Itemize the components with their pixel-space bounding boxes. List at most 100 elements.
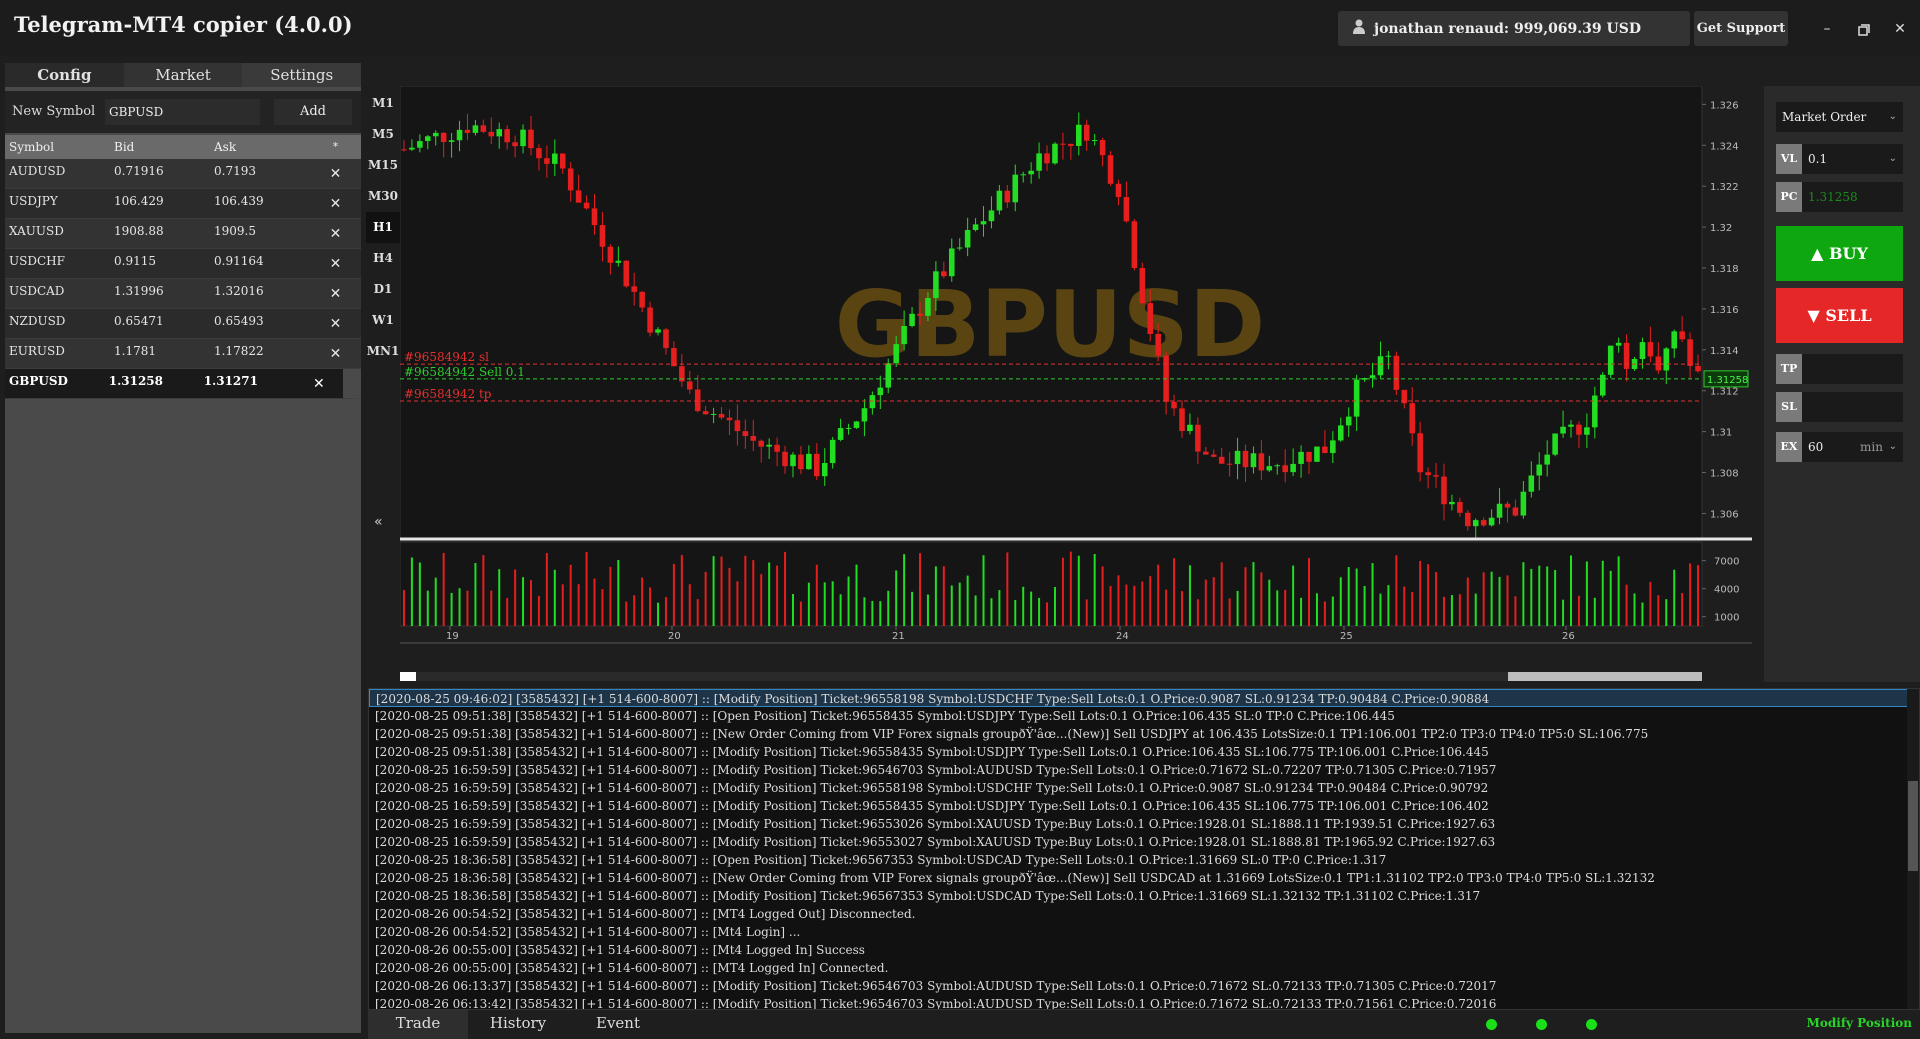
candle-body	[1210, 454, 1217, 457]
header-symbol[interactable]: Symbol	[9, 140, 55, 154]
title-bar: Telegram-MT4 copier (4.0.0) jonathan ren…	[0, 0, 1920, 56]
log-scrollbar[interactable]	[1907, 689, 1919, 1009]
remove-icon[interactable]: ✕	[329, 226, 342, 242]
candle-body	[1425, 472, 1431, 476]
candle-body	[1520, 491, 1527, 516]
candle-body	[1203, 451, 1209, 455]
volume-label: VL	[1776, 144, 1802, 174]
remove-icon[interactable]: ✕	[329, 346, 342, 362]
timeframe-m1[interactable]: M1	[372, 96, 394, 110]
candle-body	[909, 313, 915, 327]
candle-body	[480, 125, 487, 132]
remove-icon[interactable]: ✕	[329, 196, 342, 212]
volume-tick-label: 1000	[1714, 613, 1739, 624]
price-chart[interactable]: GBPUSD 1.326 1.324 1.322 1.32 1.318 1.316 1.314…	[400, 86, 1762, 682]
remove-icon[interactable]: ✕	[312, 376, 325, 392]
log-line[interactable]: [2020-08-25 09:51:38] [3585432] [+1 514-…	[375, 709, 1395, 723]
log-line[interactable]: [2020-08-25 16:59:59] [3585432] [+1 514-…	[375, 781, 1489, 795]
candle-body	[964, 229, 971, 248]
timeframe-h4[interactable]: H4	[373, 251, 393, 265]
timeframe-d1[interactable]: D1	[373, 282, 393, 296]
take-profit-field[interactable]: TP	[1776, 354, 1903, 384]
price-tick-label: 1.322	[1710, 182, 1739, 193]
timeframe-mn1[interactable]: MN1	[366, 344, 400, 358]
tab-history[interactable]: History	[489, 1014, 547, 1032]
remove-icon[interactable]: ✕	[329, 256, 342, 272]
header-bid[interactable]: Bid	[114, 140, 135, 154]
remove-icon[interactable]: ✕	[329, 166, 342, 182]
tab-event[interactable]: Event	[596, 1014, 640, 1032]
log-line[interactable]: [2020-08-25 16:59:59] [3585432] [+1 514-…	[375, 817, 1496, 831]
log-line[interactable]: [2020-08-25 16:59:59] [3585432] [+1 514-…	[375, 763, 1497, 777]
candle-body	[583, 202, 590, 209]
volume-tick-label: 7000	[1714, 557, 1739, 568]
close-icon[interactable]: ✕	[1894, 21, 1906, 37]
candle-body	[933, 271, 939, 299]
candle-body	[893, 344, 899, 364]
log-line[interactable]: [2020-08-26 00:55:00] [3585432] [+1 514-…	[375, 961, 889, 975]
tab-market[interactable]: Market	[123, 63, 243, 87]
remove-icon[interactable]: ✕	[329, 286, 342, 302]
candle-body	[1076, 124, 1082, 146]
log-line[interactable]: [2020-08-25 16:59:59] [3585432] [+1 514-…	[375, 835, 1496, 849]
candle-body	[718, 413, 725, 418]
log-line[interactable]: [2020-08-26 00:55:00] [3585432] [+1 514-…	[375, 943, 865, 957]
chart-scrollbar	[400, 672, 1702, 681]
event-log[interactable]: [2020-08-25 09:46:02] [3585432] [+1 514-…	[368, 688, 1920, 1010]
timeframe-m15[interactable]: M15	[368, 158, 398, 172]
minimize-icon[interactable]: –	[1823, 21, 1831, 37]
candle-body	[1147, 303, 1154, 334]
restore-icon[interactable]	[1852, 18, 1876, 42]
order-type-select[interactable]: Market Order ⌄	[1776, 102, 1903, 132]
header-ask[interactable]: Ask	[214, 140, 237, 154]
log-scroll-thumb[interactable]	[1908, 781, 1918, 871]
symbol-row[interactable]: USDCAD 1.31996 1.32016 ✕	[5, 279, 361, 309]
candle-body	[1385, 355, 1392, 357]
add-symbol-button[interactable]: Add	[274, 99, 352, 125]
log-line[interactable]: [2020-08-25 09:51:38] [3585432] [+1 514-…	[375, 727, 1649, 741]
log-line[interactable]: [2020-08-25 18:36:58] [3585432] [+1 514-…	[375, 889, 1481, 903]
take-profit-label: TP	[1776, 354, 1802, 384]
symbol-row[interactable]: USDJPY 106.429 106.439 ✕	[5, 189, 361, 219]
log-line[interactable]: [2020-08-26 06:13:37] [3585432] [+1 514-…	[375, 979, 1497, 993]
log-line[interactable]: [2020-08-25 18:36:58] [3585432] [+1 514-…	[375, 853, 1387, 867]
price-field[interactable]: PC 1.31258	[1776, 182, 1903, 212]
candle-body	[1107, 155, 1114, 184]
remove-icon[interactable]: ✕	[329, 316, 342, 332]
log-line[interactable]: [2020-08-25 09:46:02] [3585432] [+1 514-…	[369, 689, 1919, 707]
get-support-button[interactable]: Get Support	[1694, 11, 1788, 46]
timeframe-h1[interactable]: H1	[366, 212, 400, 243]
tab-trade[interactable]: Trade	[368, 1010, 468, 1039]
symbol-row[interactable]: XAUUSD 1908.88 1909.5 ✕	[5, 219, 361, 249]
candle-body	[1266, 466, 1273, 471]
log-line[interactable]: [2020-08-26 00:54:52] [3585432] [+1 514-…	[375, 925, 801, 939]
symbol-row[interactable]: NZDUSD 0.65471 0.65493 ✕	[5, 309, 361, 339]
log-line[interactable]: [2020-08-25 18:36:58] [3585432] [+1 514-…	[375, 871, 1655, 885]
tab-config[interactable]: Config	[5, 63, 124, 87]
tab-settings[interactable]: Settings	[270, 66, 334, 84]
new-symbol-input[interactable]	[105, 99, 260, 125]
log-line[interactable]: [2020-08-26 06:13:42] [3585432] [+1 514-…	[375, 997, 1497, 1010]
candle-body	[432, 132, 439, 137]
bid-cell: 1908.88	[114, 224, 164, 238]
timeframe-w1[interactable]: W1	[372, 313, 394, 327]
expiry-value: 60	[1808, 440, 1824, 454]
sell-button[interactable]: ▼ SELL	[1776, 288, 1903, 343]
log-line[interactable]: [2020-08-25 16:59:59] [3585432] [+1 514-…	[375, 799, 1489, 813]
symbol-row[interactable]: EURUSD 1.1781 1.17822 ✕	[5, 339, 361, 369]
timeframe-m5[interactable]: M5	[372, 127, 394, 141]
collapse-icon[interactable]: «	[374, 514, 383, 530]
timeframe-m30[interactable]: M30	[368, 189, 398, 203]
candle-body	[814, 453, 820, 477]
log-line[interactable]: [2020-08-26 00:54:52] [3585432] [+1 514-…	[375, 907, 916, 921]
symbol-row[interactable]: GBPUSD 1.31258 1.31271 ✕	[5, 369, 361, 399]
symbol-row[interactable]: AUDUSD 0.71916 0.7193 ✕	[5, 159, 361, 189]
volume-field[interactable]: VL 0.1 ⌄	[1776, 144, 1903, 174]
symbol-row[interactable]: USDCHF 0.9115 0.91164 ✕	[5, 249, 361, 279]
bottom-bar: Trade History Event Modify Position	[368, 1010, 1920, 1039]
expiry-field[interactable]: EX 60 min ⌄	[1776, 432, 1903, 462]
buy-button[interactable]: ▲ BUY	[1776, 226, 1903, 281]
log-line[interactable]: [2020-08-25 09:51:38] [3585432] [+1 514-…	[375, 745, 1489, 759]
candle-body	[758, 440, 765, 447]
stop-loss-field[interactable]: SL	[1776, 392, 1903, 422]
